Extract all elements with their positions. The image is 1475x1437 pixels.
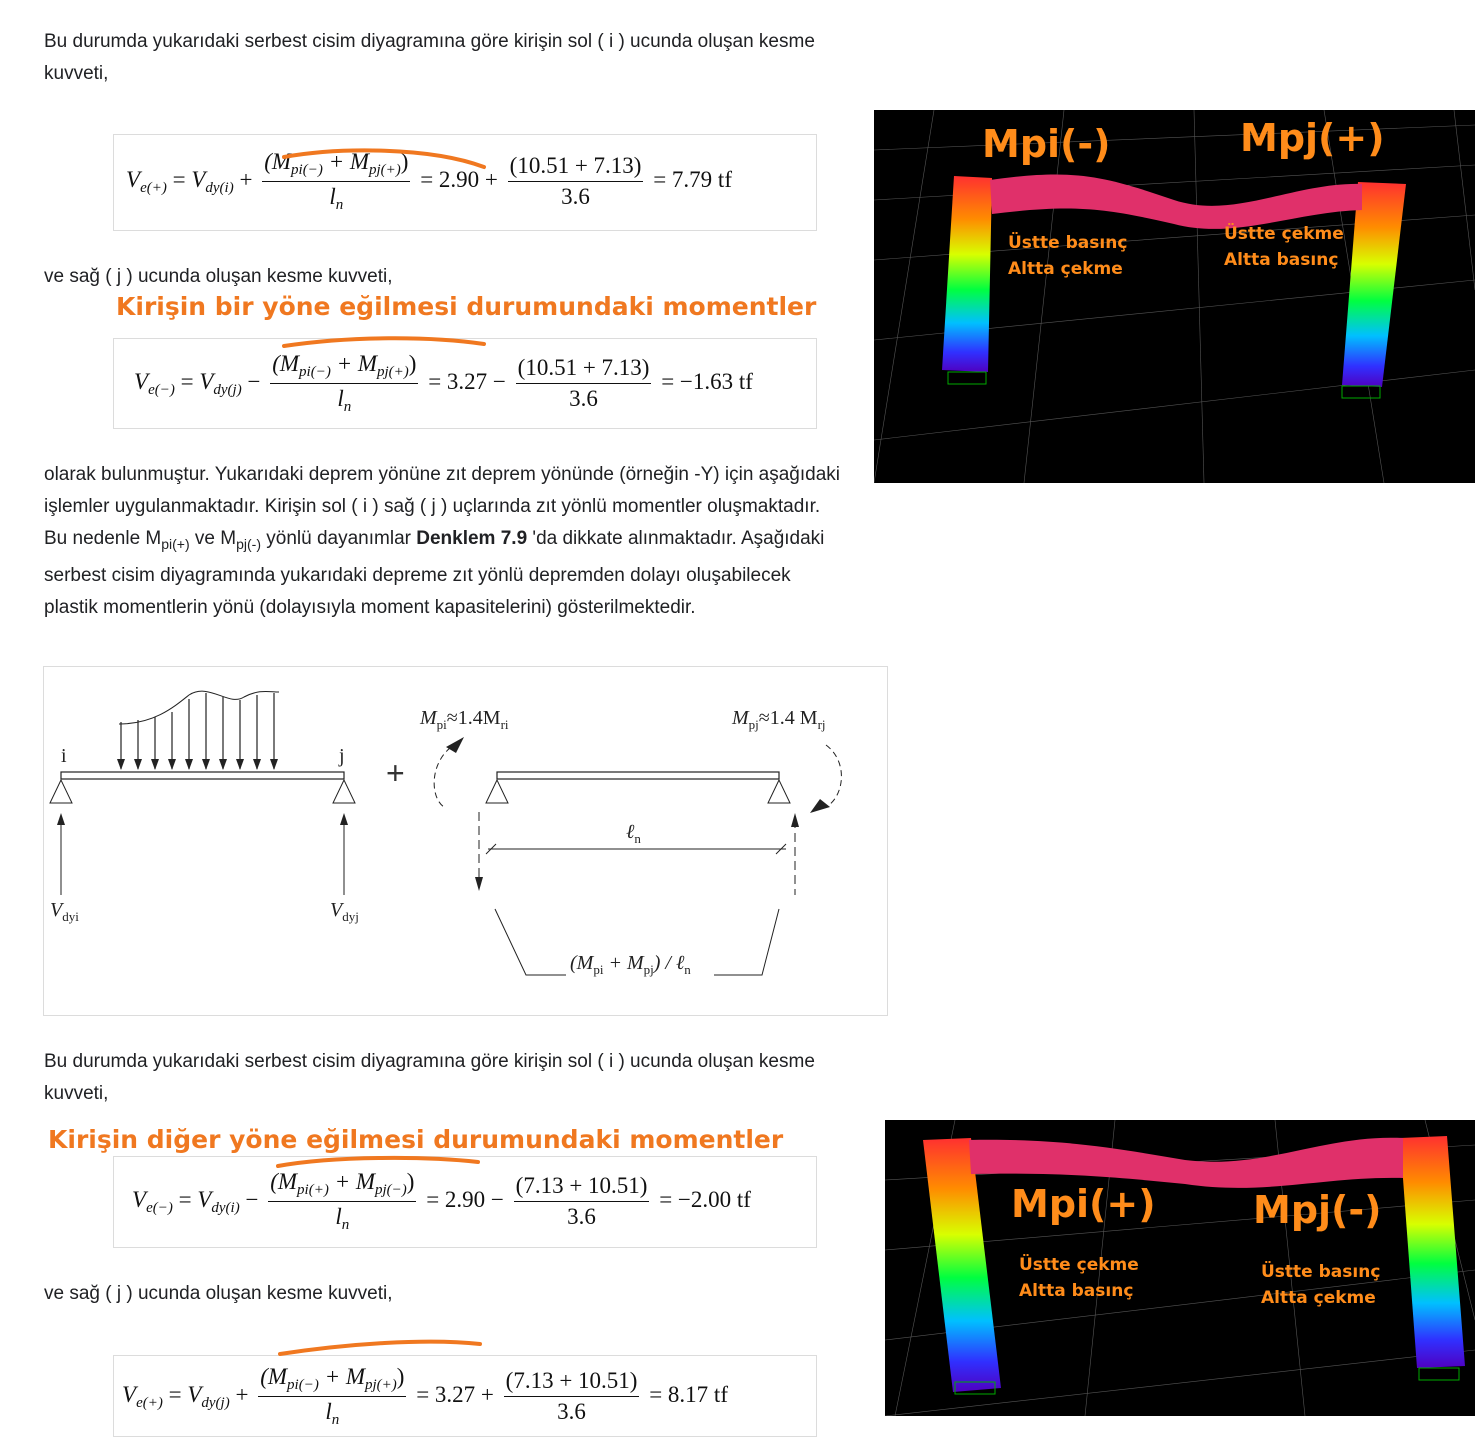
text-line: işlemler uygulanmaktadır. Kirişin sol ( … bbox=[44, 496, 821, 517]
mpj-label: Mpj≈1.4 Mrj bbox=[732, 707, 826, 732]
paragraph-second-case: Bu durumda yukarıdaki serbest cisim diya… bbox=[44, 1046, 815, 1110]
moment-arc-i bbox=[433, 741, 460, 808]
diagram-drawing bbox=[49, 690, 842, 976]
load-arrowheads bbox=[117, 759, 278, 770]
vdyi-label: Vdyi bbox=[50, 899, 79, 924]
beam bbox=[990, 174, 1362, 229]
left-stress-label: Üstte çekme Altta basınç bbox=[1019, 1255, 1139, 1301]
frame-render-2: Mpi(+) Mpj(-) Üstte çekme Altta basınç Üs… bbox=[885, 1120, 1475, 1416]
left-stress-label: Üstte basınç Altta çekme bbox=[1008, 233, 1128, 279]
plus-sign: + bbox=[386, 755, 405, 791]
equation-reference: Denklem 7.9 bbox=[416, 528, 528, 549]
equation-box-3: Ve(−) = Vdy(i) − (Mpi(+) + Mpj(−)) ln = 2… bbox=[113, 1156, 817, 1248]
beam-left bbox=[60, 771, 345, 780]
column-right bbox=[1342, 182, 1406, 387]
equation-1: Ve(+) = Vdy(i) + (Mpi(−) + Mpj(+)) ln = 2… bbox=[126, 149, 732, 213]
text-line: kuvveti, bbox=[44, 1083, 109, 1104]
paragraph-explanation: olarak bulunmuştur. Yukarıdaki deprem yö… bbox=[44, 459, 884, 624]
highlight-underline bbox=[282, 148, 486, 169]
right-stress-label: Üstte çekme Altta basınç bbox=[1224, 224, 1344, 270]
mpi-label: Mpi≈1.4Mri bbox=[420, 707, 509, 732]
highlight-underline bbox=[278, 1339, 482, 1356]
mpj-label: Mpj(-) bbox=[1253, 1188, 1382, 1232]
free-body-diagram: i j + Mpi≈1.4Mri Mpj≈1.4 Mrj ℓn Vdyi Vdy… bbox=[43, 666, 888, 1016]
text-line: ve sağ ( j ) ucunda oluşan kesme kuvveti… bbox=[44, 266, 393, 287]
column-left bbox=[942, 176, 992, 372]
support-j bbox=[332, 778, 356, 804]
equation-box-4: Ve(+) = Vdy(j) + (Mpi(−) + Mpj(+)) ln = 3… bbox=[113, 1355, 817, 1437]
support-i bbox=[49, 778, 73, 804]
text-line: Bu durumda yukarıdaki serbest cisim diya… bbox=[44, 1051, 815, 1072]
paragraph-intro: Bu durumda yukarıdaki serbest cisim diya… bbox=[44, 26, 815, 90]
equation-4: Ve(+) = Vdy(j) + (Mpi(−) + Mpj(+)) ln = 3… bbox=[122, 1364, 728, 1428]
frame-render-1: Mpi(-) Mpj(+) Üstte basınç Altta çekme Üs… bbox=[874, 110, 1475, 483]
text-line: olarak bulunmuştur. Yukarıdaki deprem yö… bbox=[44, 464, 840, 485]
shear-diagram-right bbox=[714, 908, 780, 976]
vdyj-label: Vdyj bbox=[330, 899, 359, 924]
paragraph-right-end-2: ve sağ ( j ) ucunda oluşan kesme kuvveti… bbox=[44, 1278, 393, 1310]
mpi-label: Mpi(+) bbox=[1011, 1182, 1156, 1226]
ln-label: ℓn bbox=[626, 821, 641, 846]
beam bbox=[969, 1137, 1403, 1188]
equation-box-2: Ve(−) = Vdy(j) − (Mpi(−) + Mpj(+)) ln = 3… bbox=[113, 338, 817, 429]
highlight-underline bbox=[282, 336, 486, 348]
mpj-label: Mpj(+) bbox=[1240, 116, 1385, 160]
text-line: Bu durumda yukarıdaki serbest cisim diya… bbox=[44, 31, 815, 52]
shear-diagram-left bbox=[494, 908, 566, 976]
orange-heading-1: Kirişin bir yöne eğilmesi durumundaki mo… bbox=[116, 292, 817, 321]
shear-formula-label: (Mpi + Mpj) / ℓn bbox=[570, 952, 691, 977]
base-supports bbox=[954, 1367, 1460, 1395]
equation-box-1: Ve(+) = Vdy(i) + (Mpi(−) + Mpj(+)) ln = 2… bbox=[113, 134, 817, 231]
base-supports bbox=[947, 371, 1381, 399]
column-right bbox=[1400, 1136, 1465, 1368]
support-right-j bbox=[767, 778, 791, 804]
beam-right bbox=[496, 771, 780, 780]
equation-3: Ve(−) = Vdy(i) − (Mpi(+) + Mpj(−)) ln = 2… bbox=[132, 1169, 751, 1233]
node-label-j: j bbox=[339, 745, 345, 767]
text-line: Bu nedenle Mpi(+) ve Mpj(-) yönlü dayanı… bbox=[44, 528, 825, 552]
equation-2: Ve(−) = Vdy(j) − (Mpi(−) + Mpj(+)) ln = 3… bbox=[134, 351, 753, 415]
text-line: ve sağ ( j ) ucunda oluşan kesme kuvveti… bbox=[44, 1283, 393, 1304]
load-arrows bbox=[120, 693, 275, 769]
text-line: kuvveti, bbox=[44, 63, 109, 84]
column-left bbox=[923, 1138, 1001, 1392]
text-line: plastik momentlerin yönü (dolayısıyla mo… bbox=[44, 596, 696, 618]
text-line: serbest cisim diyagramında yukarıdaki de… bbox=[44, 564, 791, 586]
right-stress-label: Üstte basınç Altta çekme bbox=[1261, 1262, 1381, 1308]
highlight-underline bbox=[276, 1155, 480, 1168]
moment-arc-j bbox=[825, 744, 842, 808]
paragraph-right-end: ve sağ ( j ) ucunda oluşan kesme kuvveti… bbox=[44, 261, 393, 293]
orange-heading-2: Kirişin diğer yöne eğilmesi durumundaki … bbox=[48, 1125, 784, 1154]
support-right-i bbox=[485, 778, 509, 804]
mpi-label: Mpi(-) bbox=[982, 122, 1111, 166]
load-curve bbox=[118, 690, 280, 725]
node-label-i: i bbox=[61, 745, 67, 767]
